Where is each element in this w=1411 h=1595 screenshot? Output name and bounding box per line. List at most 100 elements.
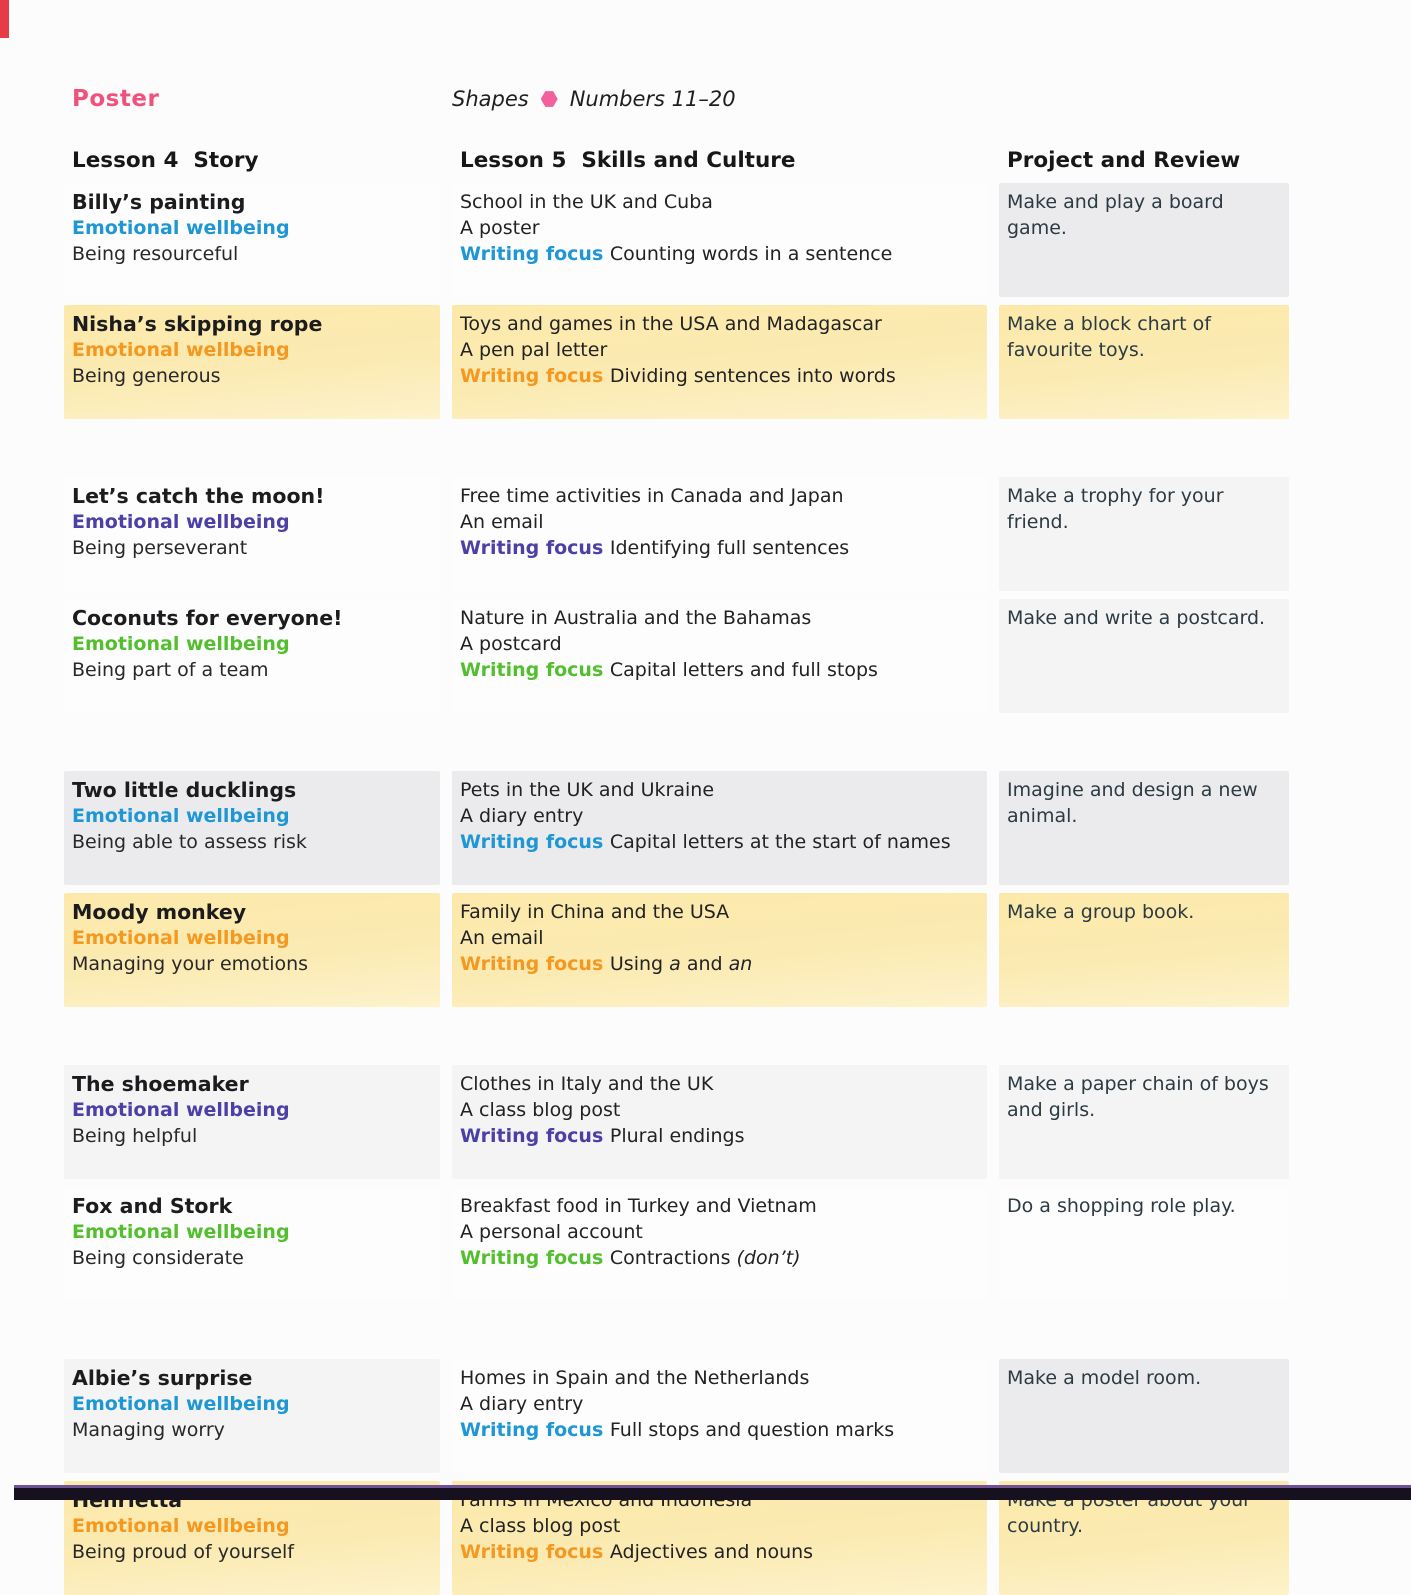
project-text: Make a group book. <box>1007 901 1195 923</box>
writing-focus-line: Writing focus Capital letters and full s… <box>460 657 977 683</box>
story-cell: Let’s catch the moon! Emotional wellbein… <box>64 477 440 591</box>
skills-culture-cell: Homes in Spain and the Netherlands A dia… <box>452 1359 987 1473</box>
project-cell: Imagine and design a new animal. <box>999 771 1289 885</box>
lesson-unit: Two little ducklings Emotional wellbeing… <box>64 771 1411 1007</box>
text-type: An email <box>460 511 544 533</box>
hexagon-bullet-icon <box>540 91 558 107</box>
writing-focus-text: Plural endings <box>609 1125 745 1147</box>
writing-focus-label: Writing focus <box>460 537 610 559</box>
writing-focus-label: Writing focus <box>460 243 610 265</box>
story-cell: Coconuts for everyone! Emotional wellbei… <box>64 599 440 713</box>
lesson-unit: Albie’s surprise Emotional wellbeing Man… <box>64 1359 1411 1595</box>
project-text: Make and write a postcard. <box>1007 607 1266 629</box>
writing-focus-label: Writing focus <box>460 1419 610 1441</box>
story-cell: Moody monkey Emotional wellbeing Managin… <box>64 893 440 1007</box>
wellbeing-trait: Being generous <box>72 365 221 387</box>
writing-focus-line: Writing focus Capital letters at the sta… <box>460 829 977 855</box>
wellbeing-trait: Being perseverant <box>72 537 248 559</box>
writing-focus-label: Writing focus <box>460 659 610 681</box>
text-type: A class blog post <box>460 1099 621 1121</box>
story-title: Two little ducklings <box>72 778 297 802</box>
emotional-wellbeing-label: Emotional wellbeing <box>72 633 290 655</box>
story-title: The shoemaker <box>72 1072 249 1096</box>
skills-culture-cell: Family in China and the USA An email Wri… <box>452 893 987 1007</box>
writing-focus-line: Writing focus Dividing sentences into wo… <box>460 363 977 389</box>
writing-focus-label: Writing focus <box>460 365 610 387</box>
lesson-row: Billy’s painting Emotional wellbeing Bei… <box>64 183 1411 297</box>
story-title: Fox and Stork <box>72 1194 233 1218</box>
text-type: A postcard <box>460 633 562 655</box>
text-type: A diary entry <box>460 805 584 827</box>
project-cell: Make a trophy for your friend. <box>999 477 1289 591</box>
project-text: Imagine and design a new animal. <box>1007 779 1258 827</box>
writing-focus-label: Writing focus <box>460 953 610 975</box>
story-cell: Fox and Stork Emotional wellbeing Being … <box>64 1187 440 1301</box>
project-cell: Do a shopping role play. <box>999 1187 1289 1301</box>
culture-topic: Pets in the UK and Ukraine <box>460 779 715 801</box>
writing-focus-text: Dividing sentences into words <box>609 365 896 387</box>
wellbeing-trait: Being resourceful <box>72 243 239 265</box>
page-bottom-bar <box>14 1485 1411 1500</box>
writing-focus-line: Writing focus Identifying full sentences <box>460 535 977 561</box>
culture-topic: Breakfast food in Turkey and Vietnam <box>460 1195 817 1217</box>
skills-culture-cell: Breakfast food in Turkey and Vietnam A p… <box>452 1187 987 1301</box>
lesson-units: Billy’s painting Emotional wellbeing Bei… <box>64 183 1411 1595</box>
lesson-row: Two little ducklings Emotional wellbeing… <box>64 771 1411 885</box>
writing-focus-text: Counting words in a sentence <box>609 243 893 265</box>
emotional-wellbeing-label: Emotional wellbeing <box>72 339 290 361</box>
writing-focus-text: Capital letters and full stops <box>609 659 878 681</box>
story-cell: Billy’s painting Emotional wellbeing Bei… <box>64 183 440 297</box>
lesson-row: Nisha’s skipping rope Emotional wellbein… <box>64 305 1411 419</box>
project-text: Make a block chart of favourite toys. <box>1007 313 1211 361</box>
poster-label: Poster <box>72 86 160 112</box>
topic-numbers: Numbers 11–20 <box>569 87 736 111</box>
lesson-row: The shoemaker Emotional wellbeing Being … <box>64 1065 1411 1179</box>
skills-culture-cell: Pets in the UK and Ukraine A diary entry… <box>452 771 987 885</box>
writing-focus-text: Full stops and question marks <box>609 1419 895 1441</box>
wellbeing-trait: Being able to assess risk <box>72 831 307 853</box>
story-title: Albie’s surprise <box>72 1366 253 1390</box>
project-text: Make a paper chain of boys and girls. <box>1007 1073 1269 1121</box>
project-cell: Make and write a postcard. <box>999 599 1289 713</box>
writing-focus-text: Contractions (don’t) <box>609 1247 801 1269</box>
text-type: A diary entry <box>460 1393 584 1415</box>
culture-topic: Toys and games in the USA and Madagascar <box>460 313 882 335</box>
text-type: A personal account <box>460 1221 643 1243</box>
emotional-wellbeing-label: Emotional wellbeing <box>72 805 290 827</box>
project-text: Make a model room. <box>1007 1367 1202 1389</box>
culture-topic: Clothes in Italy and the UK <box>460 1073 714 1095</box>
text-type: A class blog post <box>460 1515 621 1537</box>
writing-focus-label: Writing focus <box>460 1541 610 1563</box>
story-cell: Albie’s surprise Emotional wellbeing Man… <box>64 1359 440 1473</box>
project-cell: Make and play a board game. <box>999 183 1289 297</box>
lesson-row: Let’s catch the moon! Emotional wellbein… <box>64 477 1411 591</box>
skills-culture-cell: Nature in Australia and the Bahamas A po… <box>452 599 987 713</box>
wellbeing-trait: Managing your emotions <box>72 953 309 975</box>
topic-shapes: Shapes <box>452 87 529 111</box>
skills-culture-cell: Free time activities in Canada and Japan… <box>452 477 987 591</box>
writing-focus-line: Writing focus Using a and an <box>460 951 977 977</box>
text-type: A poster <box>460 217 540 239</box>
writing-focus-label: Writing focus <box>460 831 610 853</box>
lesson-row: Albie’s surprise Emotional wellbeing Man… <box>64 1359 1411 1473</box>
story-cell: Two little ducklings Emotional wellbeing… <box>64 771 440 885</box>
writing-focus-text: Identifying full sentences <box>609 537 850 559</box>
column-header-skills-culture: Lesson 5 Skills and Culture <box>460 148 796 173</box>
column-headers: Lesson 4 Story Lesson 5 Skills and Cultu… <box>64 148 1411 173</box>
culture-topic: School in the UK and Cuba <box>460 191 713 213</box>
skills-culture-cell: School in the UK and Cuba A poster Writi… <box>452 183 987 297</box>
lesson-unit: Billy’s painting Emotional wellbeing Bei… <box>64 183 1411 419</box>
story-cell: Nisha’s skipping rope Emotional wellbein… <box>64 305 440 419</box>
writing-focus-text: Adjectives and nouns <box>609 1541 814 1563</box>
writing-focus-text: Capital letters at the start of names <box>609 831 951 853</box>
skills-culture-cell: Clothes in Italy and the UK A class blog… <box>452 1065 987 1179</box>
emotional-wellbeing-label: Emotional wellbeing <box>72 1221 290 1243</box>
emotional-wellbeing-label: Emotional wellbeing <box>72 1393 290 1415</box>
writing-focus-line: Writing focus Adjectives and nouns <box>460 1539 977 1565</box>
project-cell: Make a group book. <box>999 893 1289 1007</box>
wellbeing-trait: Being part of a team <box>72 659 269 681</box>
text-type: An email <box>460 927 544 949</box>
project-text: Make and play a board game. <box>1007 191 1224 239</box>
project-text: Make a trophy for your friend. <box>1007 485 1224 533</box>
culture-topic: Homes in Spain and the Netherlands <box>460 1367 810 1389</box>
